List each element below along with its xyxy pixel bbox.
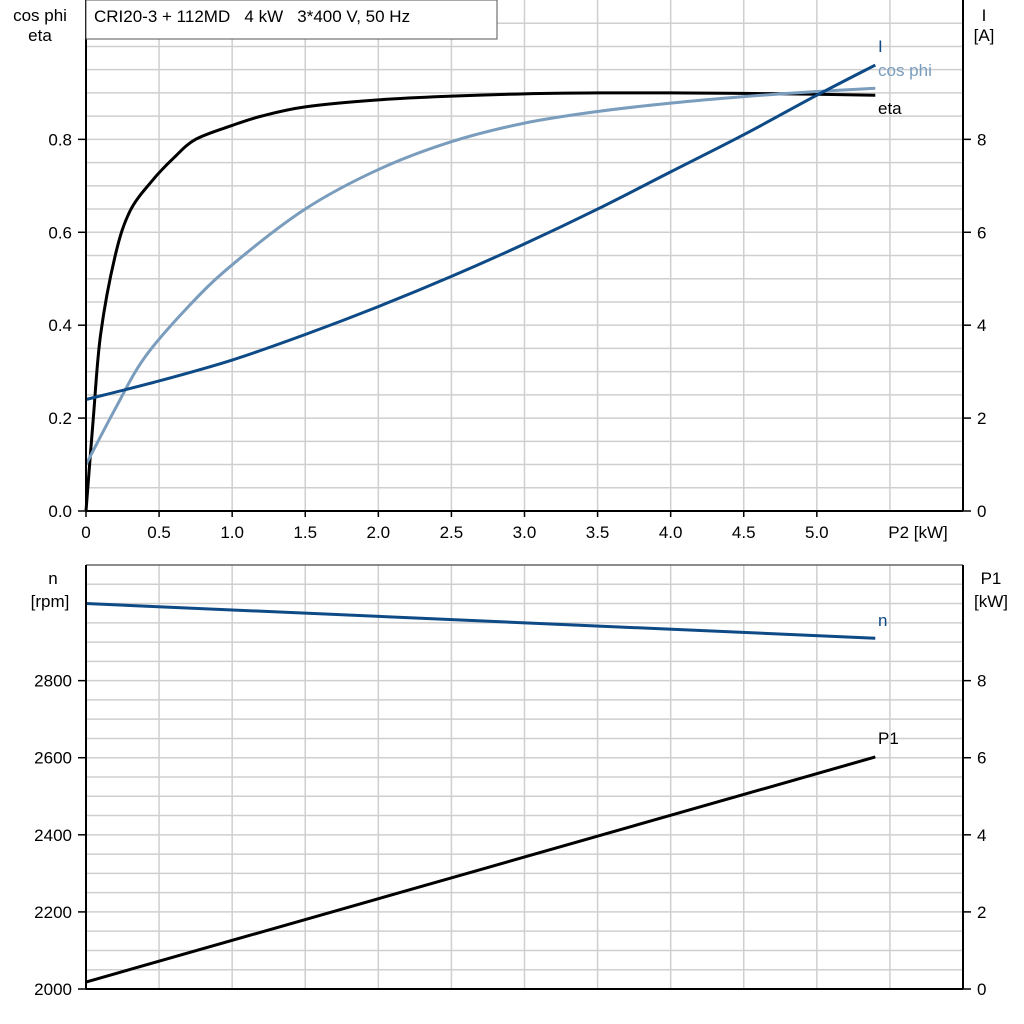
right-tick-label: 4 [977, 316, 986, 335]
right-tick-label: 0 [977, 980, 986, 999]
right-tick-label: 8 [977, 672, 986, 691]
left-tick-label: 0.0 [48, 502, 72, 521]
series-line-p1 [85, 755, 876, 984]
top-right-axis-label-2: [A] [974, 26, 995, 45]
left-tick-label: 2000 [34, 980, 72, 999]
top-right-axis-label-1: I [982, 6, 987, 25]
x-tick-label: 2.0 [367, 523, 391, 542]
series-label-i: I [878, 37, 883, 56]
left-tick-label: 2400 [34, 826, 72, 845]
series-label-eta: eta [878, 99, 902, 118]
x-tick-label: 0 [81, 523, 90, 542]
right-tick-label: 0 [977, 502, 986, 521]
bottom-chart-grid [86, 565, 963, 989]
bottom-left-axis-label-2: [rpm] [31, 592, 70, 611]
title-box [85, 0, 498, 40]
top-left-axis-label-2: eta [28, 26, 52, 45]
x-tick-label: 5.0 [805, 523, 829, 542]
left-tick-label: 0.2 [48, 409, 72, 428]
series-label-cos-phi: cos phi [878, 61, 932, 80]
right-tick-label: 4 [977, 826, 986, 845]
x-tick-label: 1.5 [293, 523, 317, 542]
x-tick-label: 2.5 [440, 523, 464, 542]
left-tick-label: 0.6 [48, 223, 72, 242]
top-chart-grid [86, 0, 963, 511]
right-tick-label: 6 [977, 749, 986, 768]
x-tick-label: 3.0 [513, 523, 537, 542]
x-tick-label: 3.5 [586, 523, 610, 542]
x-axis-label: P2 [kW] [888, 523, 948, 542]
bottom-right-axis-label-2: [kW] [974, 592, 1008, 611]
bottom-right-axis-label-1: P1 [981, 569, 1002, 588]
x-tick-label: 4.0 [659, 523, 683, 542]
left-tick-label: 0.4 [48, 316, 72, 335]
series-label-p1: P1 [878, 729, 899, 748]
x-tick-label: 4.5 [732, 523, 756, 542]
right-tick-label: 2 [977, 409, 986, 428]
chart-title: CRI20-3 + 112MD 4 kW 3*400 V, 50 Hz [94, 7, 410, 26]
right-tick-label: 2 [977, 903, 986, 922]
x-tick-label: 1.0 [220, 523, 244, 542]
series-line-i [85, 63, 876, 401]
left-tick-label: 0.8 [48, 130, 72, 149]
right-tick-label: 8 [977, 130, 986, 149]
left-tick-label: 2800 [34, 672, 72, 691]
left-tick-label: 2200 [34, 903, 72, 922]
left-tick-label: 2600 [34, 749, 72, 768]
top-left-axis-label-1: cos phi [13, 6, 67, 25]
series-line-eta [84, 91, 876, 512]
x-tick-label: 0.5 [147, 523, 171, 542]
right-tick-label: 6 [977, 223, 986, 242]
axes: 0.0 0.2 0.4 0.6 0.8 0 2 4 6 8 0 0.5 1.0 1.5 2.0 2.5 3.0 3… [34, 0, 986, 999]
bottom-left-axis-label-1: n [48, 569, 57, 588]
curves [84, 63, 876, 984]
series-label-n: n [878, 611, 887, 630]
series-line-cos-phi [84, 86, 876, 466]
series-line-n [85, 602, 876, 640]
